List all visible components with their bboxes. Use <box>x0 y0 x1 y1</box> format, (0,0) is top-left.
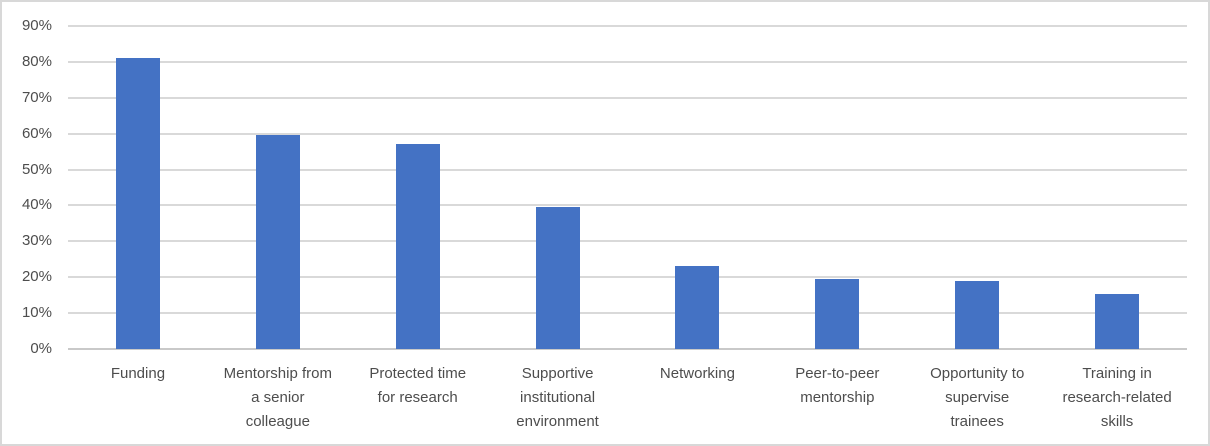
category-label-line: mentorship <box>800 389 875 406</box>
category-label-line: Mentorship from <box>223 365 332 382</box>
category-label-line: environment <box>516 413 599 430</box>
category-label-line: Opportunity to <box>930 365 1025 382</box>
category-label-line: Funding <box>110 365 166 382</box>
category-label: Opportunity to supervise trainees <box>907 362 1047 434</box>
bar <box>115 58 160 349</box>
gridline <box>68 240 1187 243</box>
y-axis-tick-label: 70% <box>21 88 52 106</box>
gridline <box>68 132 1187 135</box>
category-label-line: Supportive <box>521 365 594 382</box>
category-label-line: Peer-to-peer <box>795 365 880 382</box>
category-label-line: a senior <box>251 389 305 406</box>
category-label-line: skills <box>1100 413 1134 430</box>
category-label-line: Protected time <box>369 365 467 382</box>
y-axis-tick-label: 90% <box>21 17 52 34</box>
category-label: Protected time for research <box>348 362 488 410</box>
category-label: Peer-to-peer mentorship <box>767 362 907 410</box>
category-label-line: for research <box>377 389 458 406</box>
gridline <box>68 96 1187 99</box>
x-axis-line <box>68 348 1187 350</box>
category-label: Networking <box>628 362 768 386</box>
gridline <box>68 60 1187 63</box>
y-axis-tick-label: 0% <box>30 340 52 357</box>
gridline <box>68 204 1187 207</box>
gridline <box>68 276 1187 279</box>
y-axis-tick-label: 50% <box>21 160 52 178</box>
category-label-line: supervise <box>945 389 1010 406</box>
y-axis-tick-label: 80% <box>21 52 52 70</box>
category-label-line: Training in <box>1082 365 1152 382</box>
bar <box>815 279 860 349</box>
category-label-line: colleague <box>245 413 310 430</box>
bar <box>1095 294 1140 349</box>
y-axis-tick-label: 20% <box>21 268 52 286</box>
gridline <box>68 312 1187 315</box>
bar <box>955 280 1000 349</box>
category-label: Funding <box>68 362 208 386</box>
bar <box>395 144 440 349</box>
bar <box>255 135 300 349</box>
y-axis-tick-label: 30% <box>21 232 52 250</box>
category-label: Supportive institutional environment <box>488 362 628 434</box>
category-label-line: research-related <box>1062 389 1172 406</box>
y-axis-tick-label: 10% <box>21 304 52 322</box>
bar <box>675 266 720 349</box>
category-label: Mentorship from a senior colleague <box>208 362 348 434</box>
y-axis-tick-label: 40% <box>21 196 52 214</box>
gridline <box>68 168 1187 171</box>
bar <box>535 207 580 349</box>
category-label-line: institutional <box>520 389 596 406</box>
category-label-line: trainees <box>950 413 1004 430</box>
category-label: Training in research-related skills <box>1047 362 1187 434</box>
category-label-line: Networking <box>659 365 735 382</box>
gridline <box>68 25 1187 27</box>
y-axis-tick-label: 60% <box>21 124 52 142</box>
